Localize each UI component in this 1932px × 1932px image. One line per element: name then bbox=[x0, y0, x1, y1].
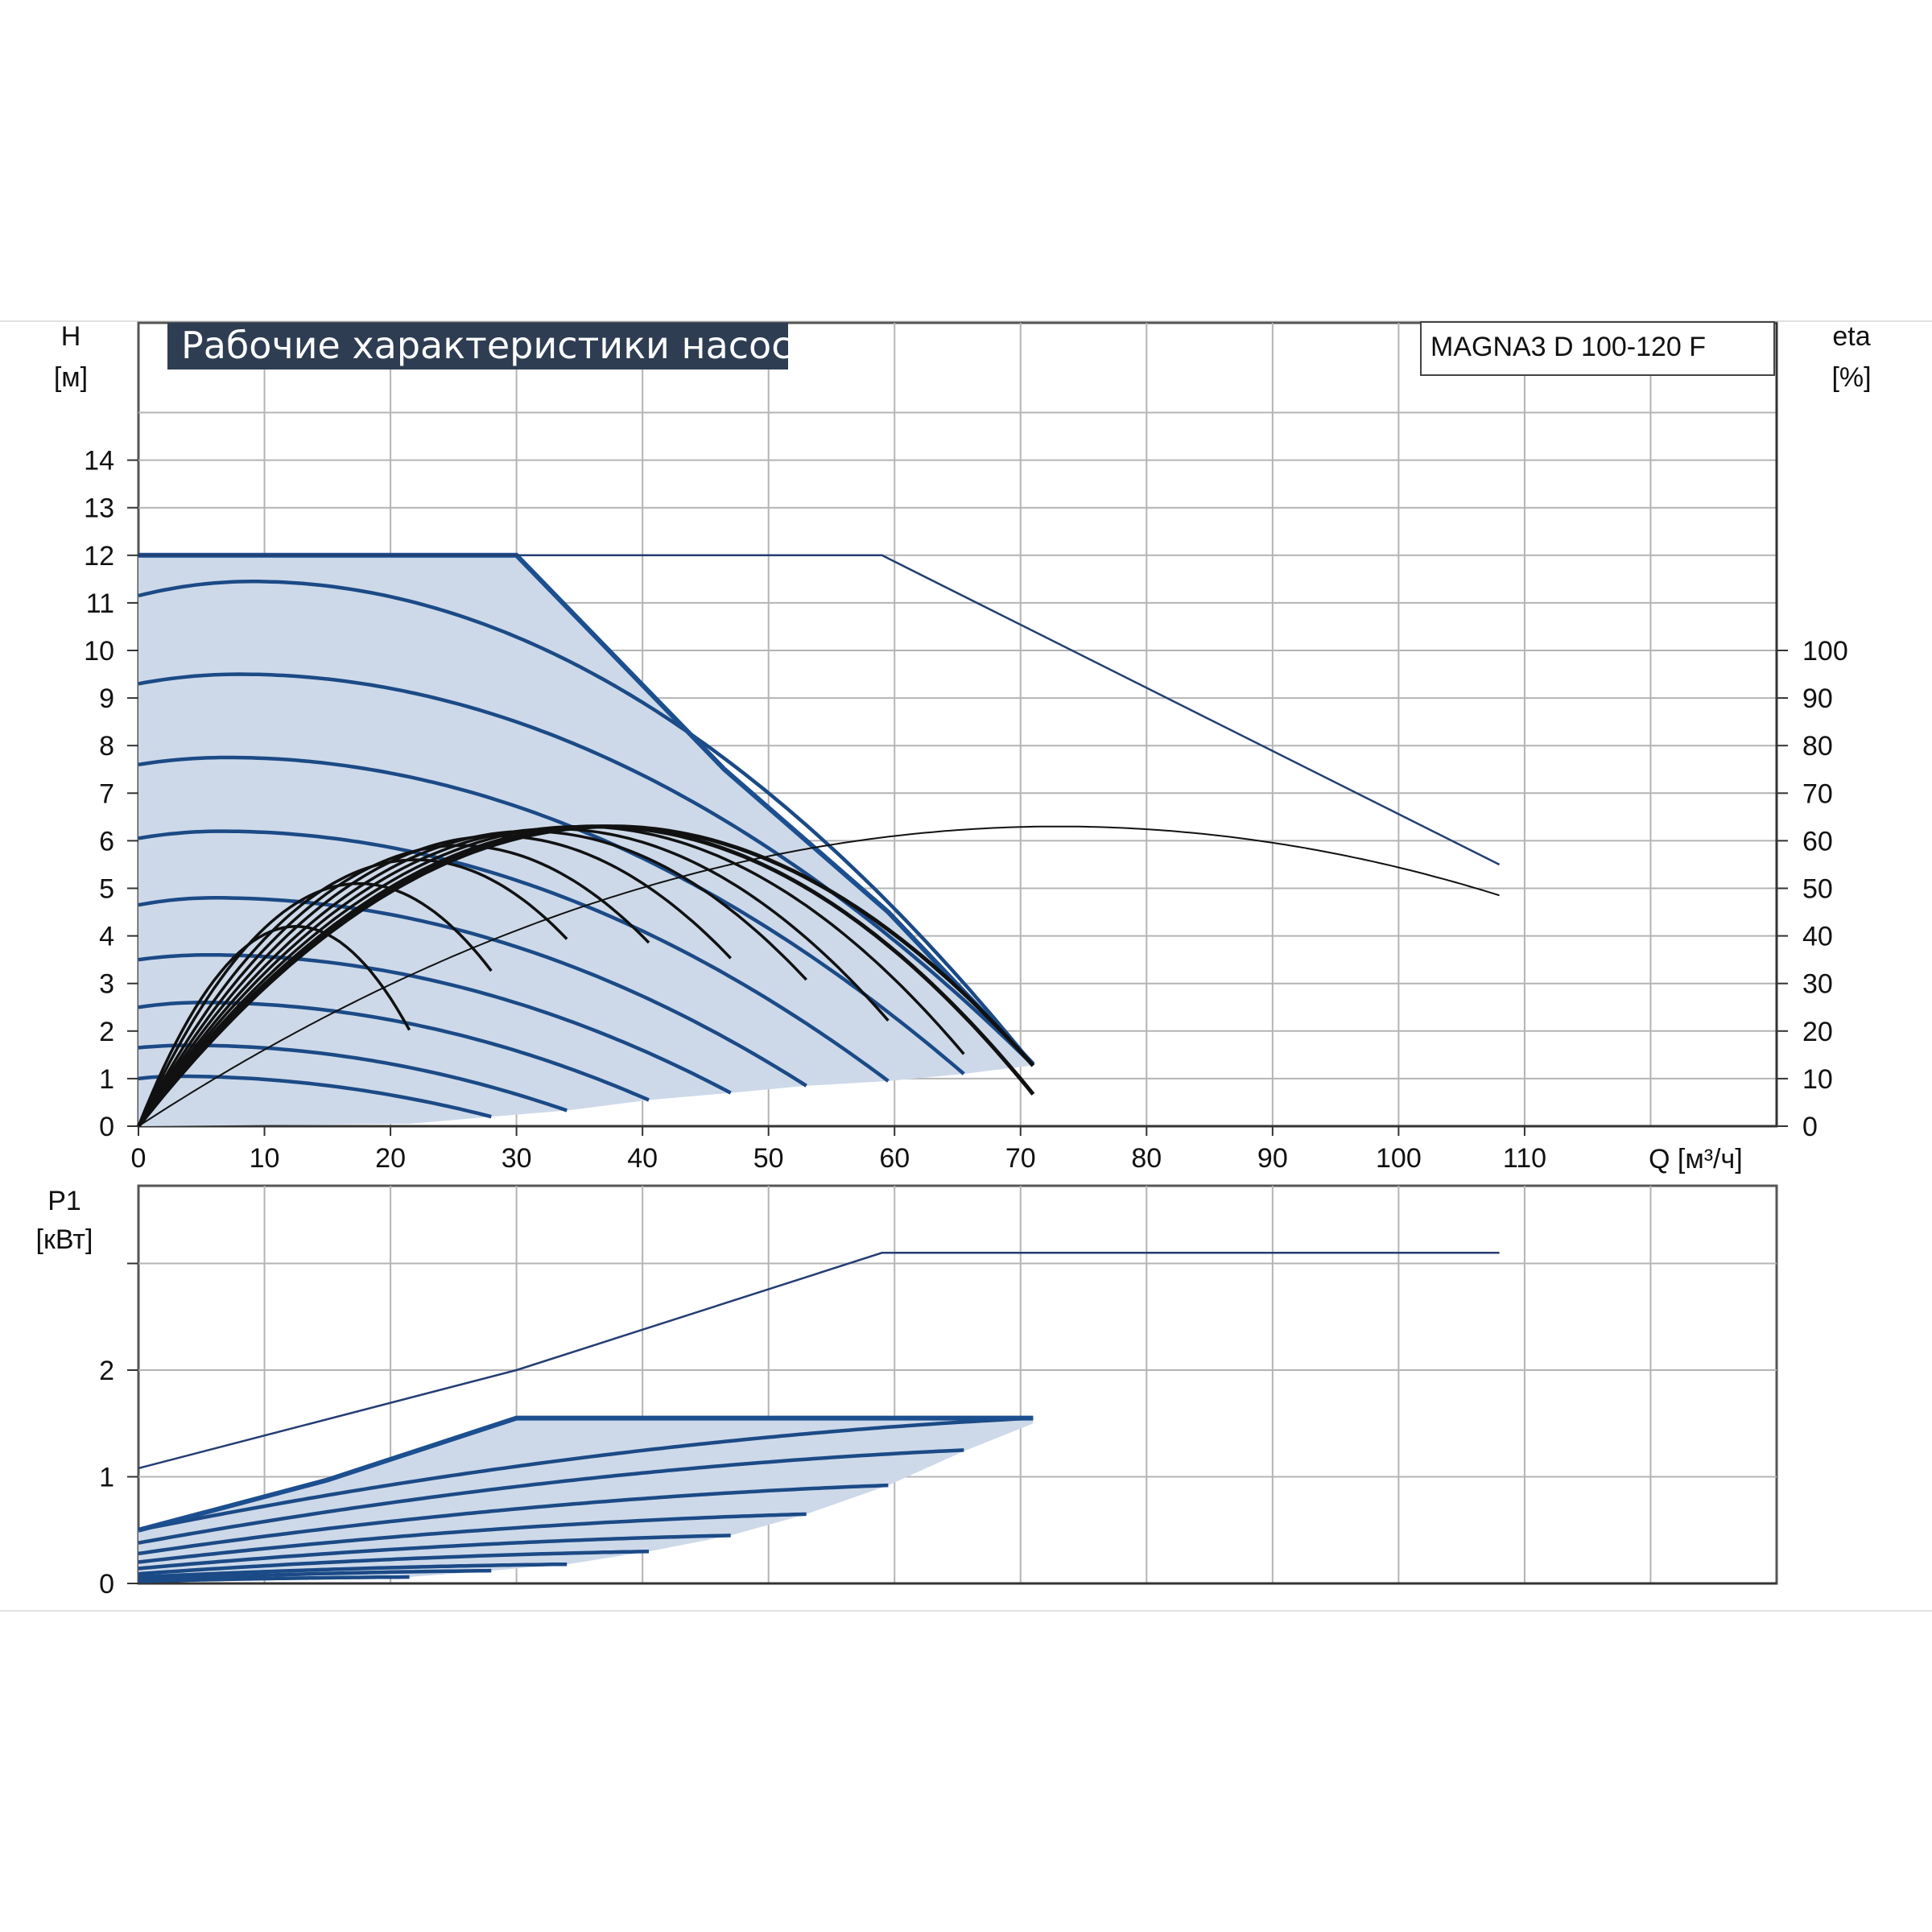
efficiency-curve bbox=[137, 844, 650, 1127]
efficiency-curve bbox=[137, 829, 807, 1127]
efficiency-curve bbox=[137, 881, 493, 1127]
power-curve bbox=[138, 1483, 889, 1556]
y2-tick-label: 10 bbox=[1802, 1064, 1833, 1095]
y2-tick-label: 100 bbox=[1802, 636, 1848, 667]
y-tick-label: 1 bbox=[99, 1064, 114, 1095]
head-curve bbox=[138, 829, 890, 1083]
y-tick-label: 10 bbox=[84, 636, 114, 667]
x-tick-label: 100 bbox=[1376, 1143, 1422, 1174]
y-tick-label: 4 bbox=[99, 922, 114, 952]
x-tick-label: 40 bbox=[627, 1143, 658, 1174]
x-tick-label: 90 bbox=[1257, 1143, 1288, 1174]
y2-axis-label: eta bbox=[1832, 321, 1870, 352]
y-tick-label: 5 bbox=[99, 874, 114, 905]
y-tick-label: 3 bbox=[99, 969, 114, 1000]
y-axis-label: H bbox=[61, 321, 81, 352]
model-label-box bbox=[1420, 321, 1775, 376]
power-curve bbox=[138, 1568, 492, 1582]
y-tick-label: 7 bbox=[99, 778, 114, 809]
power-curve bbox=[138, 1534, 731, 1571]
power-axis-unit: [кВт] bbox=[36, 1224, 93, 1255]
head-envelope-twin bbox=[138, 554, 1501, 866]
y-tick-label: 8 bbox=[99, 731, 114, 762]
x-tick-label: 70 bbox=[1005, 1143, 1036, 1174]
y2-tick-label: 20 bbox=[1802, 1017, 1833, 1047]
power-curves bbox=[138, 1252, 1500, 1583]
y-tick-label: 6 bbox=[99, 826, 114, 857]
power-tick-labels: 0 1 2 bbox=[99, 1262, 138, 1600]
power-curve bbox=[138, 1416, 1034, 1533]
power-curve bbox=[138, 1448, 964, 1545]
y2-tick-label: 60 bbox=[1802, 826, 1833, 857]
power-tick-label: 1 bbox=[99, 1463, 114, 1493]
x-tick-label: 20 bbox=[375, 1143, 406, 1174]
x-axis-label: Q [м³/ч] bbox=[1649, 1144, 1743, 1174]
y2-tick-label: 80 bbox=[1802, 731, 1833, 762]
y-tick-label: 13 bbox=[84, 493, 114, 524]
x-tick-label: 60 bbox=[879, 1143, 910, 1174]
efficiency-curves bbox=[137, 824, 1500, 1128]
head-curve bbox=[138, 1001, 650, 1102]
power-envelope-single bbox=[138, 1415, 1034, 1533]
y-axis-unit: [м] bbox=[54, 362, 88, 393]
power-tick-label: 2 bbox=[99, 1356, 114, 1386]
operating-area-fill bbox=[138, 555, 1034, 1126]
y2-tick-label: 90 bbox=[1802, 683, 1833, 714]
efficiency-curve bbox=[137, 858, 568, 1127]
operating-area bbox=[138, 555, 1034, 1126]
y2-axis-unit: [%] bbox=[1831, 362, 1871, 393]
power-curve bbox=[138, 1512, 807, 1564]
power-curve bbox=[138, 1562, 568, 1579]
x-tick-label: 80 bbox=[1131, 1143, 1162, 1174]
power-panel: 0 1 2 P1 [кВт] bbox=[36, 1184, 1778, 1600]
y2-tick-label: 40 bbox=[1802, 922, 1833, 952]
y2-tick-label: 0 bbox=[1802, 1112, 1818, 1142]
head-tick-labels: 0123456789101112131401020304050607080901… bbox=[84, 446, 1848, 1174]
chart-title: Рабочие характеристики насоса bbox=[181, 324, 815, 367]
x-tick-label: 30 bbox=[502, 1143, 532, 1174]
y-tick-label: 12 bbox=[84, 541, 114, 572]
y2-tick-label: 30 bbox=[1802, 969, 1833, 1000]
model-label: MAGNA3 D 100-120 F bbox=[1430, 332, 1706, 362]
efficiency-curve bbox=[137, 824, 1035, 1128]
head-curve bbox=[138, 1043, 568, 1113]
power-tick-label: 0 bbox=[99, 1569, 114, 1600]
x-tick-label: 110 bbox=[1503, 1143, 1546, 1174]
head-curve bbox=[138, 755, 965, 1075]
y-tick-label: 14 bbox=[84, 446, 114, 477]
head-curves bbox=[138, 552, 1501, 1119]
y-tick-label: 9 bbox=[99, 683, 114, 714]
efficiency-curve bbox=[137, 834, 732, 1127]
y-tick-label: 0 bbox=[99, 1112, 114, 1142]
y2-tick-label: 70 bbox=[1802, 778, 1833, 809]
head-curve bbox=[138, 580, 1035, 1067]
efficiency-curve bbox=[137, 827, 890, 1128]
efficiency-curve-twin bbox=[138, 825, 1500, 1127]
head-curve bbox=[138, 896, 807, 1088]
power-axis-label: P1 bbox=[47, 1186, 81, 1216]
y2-tick-label: 50 bbox=[1802, 874, 1833, 905]
y-tick-label: 2 bbox=[99, 1017, 114, 1047]
power-curve bbox=[138, 1575, 410, 1583]
power-curve bbox=[138, 1550, 650, 1576]
head-curve bbox=[138, 1074, 492, 1119]
power-envelope-twin bbox=[138, 1252, 1500, 1470]
x-tick-label: 0 bbox=[131, 1143, 147, 1174]
y-tick-label: 11 bbox=[86, 588, 114, 619]
head-curve bbox=[138, 672, 1034, 1067]
chart-title-box bbox=[167, 323, 788, 369]
x-tick-label: 10 bbox=[250, 1143, 280, 1174]
head-panel: 0123456789101112131401020304050607080901… bbox=[54, 321, 1872, 1174]
x-tick-label: 50 bbox=[753, 1143, 784, 1174]
